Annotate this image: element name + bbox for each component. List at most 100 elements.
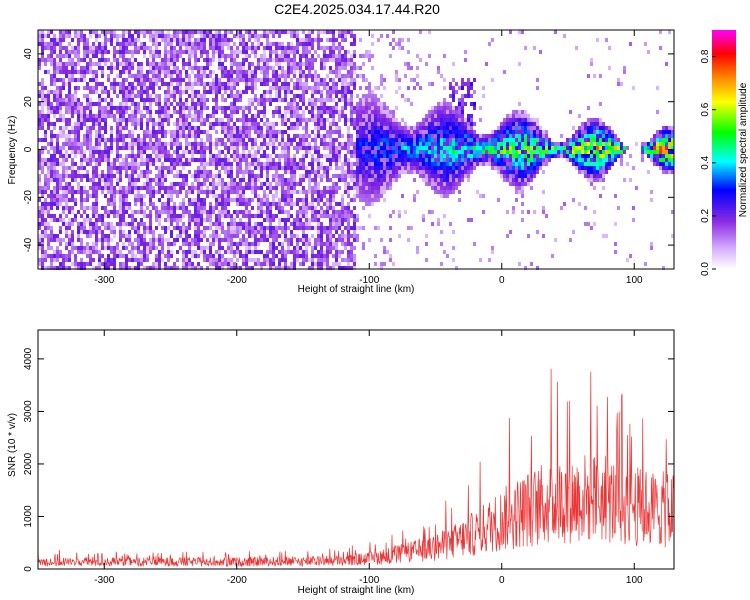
spectrogram-cell (227, 106, 230, 110)
spectrogram-cell (248, 178, 251, 182)
spectrogram-cell (56, 38, 59, 42)
spectrogram-cell (95, 142, 98, 146)
spectrogram-cell (122, 58, 125, 62)
spectrogram-cell (242, 46, 245, 50)
spectrogram-cell (239, 30, 242, 34)
spectrogram-cell (380, 74, 383, 78)
spectrogram-cell (158, 254, 161, 258)
spectrogram-cell (383, 198, 386, 202)
spectrogram-cell (98, 214, 101, 218)
spectrogram-cell (146, 146, 149, 150)
spectrogram-cell (146, 118, 149, 122)
spectrogram-cell (320, 234, 323, 238)
spectrogram-cell (230, 46, 233, 50)
spectrogram-cell (248, 122, 251, 126)
spectrogram-cell (176, 250, 179, 254)
spectrogram-cell (305, 82, 308, 86)
spectrogram-cell (50, 194, 53, 198)
spectrogram-cell (146, 58, 149, 62)
spectrogram-cell (107, 138, 110, 142)
spectrogram-cell (134, 266, 137, 270)
spectrogram-cell (326, 262, 329, 266)
spectrogram-cell (407, 86, 410, 90)
spectrogram-cell (341, 38, 344, 42)
spectrogram-cell (383, 190, 386, 194)
spectrogram-cell (404, 74, 407, 78)
spectrogram-cell (347, 258, 350, 262)
spectrogram-cell (137, 166, 140, 170)
spectrogram-cell (203, 46, 206, 50)
spectrogram-cell (146, 162, 149, 166)
spectrogram-cell (398, 126, 401, 130)
spectrogram-cell (269, 230, 272, 234)
spectrogram-cell (56, 42, 59, 46)
spectrogram-cell (173, 110, 176, 114)
spectrogram-cell (191, 186, 194, 190)
spectrogram-cell (299, 162, 302, 166)
spectrogram-cell (257, 202, 260, 206)
spectrogram-cell (260, 238, 263, 242)
spectrogram-cell (266, 206, 269, 210)
spectrogram-cell (152, 78, 155, 82)
spectrogram-cell (374, 94, 377, 98)
spectrogram-cell (110, 130, 113, 134)
spectrogram-cell (146, 186, 149, 190)
spectrogram-cell (161, 226, 164, 230)
spectrogram-cell (155, 266, 158, 270)
spectrogram-cell (98, 230, 101, 234)
spectrogram-cell (68, 58, 71, 62)
spectrogram-cell (338, 166, 341, 170)
spectrogram-cell (275, 254, 278, 258)
spectrogram-cell (353, 82, 356, 86)
spectrogram-cell (221, 118, 224, 122)
spectrogram-cell (338, 126, 341, 130)
spectrogram-cell (233, 218, 236, 222)
spectrogram-cell (317, 118, 320, 122)
spectrogram-cell (227, 162, 230, 166)
spectrogram-cell (86, 42, 89, 46)
spectrogram-cell (41, 110, 44, 114)
spectrogram-cell (104, 150, 107, 154)
spectrogram-cell (239, 178, 242, 182)
spectrogram-cell (248, 214, 251, 218)
spectrogram-cell (212, 154, 215, 158)
spectrogram-cell (200, 50, 203, 54)
spectrogram-cell (209, 174, 212, 178)
spectrogram-cell (149, 218, 152, 222)
spectrogram-cell (59, 102, 62, 106)
spectrogram-cell (329, 162, 332, 166)
spectrogram-cell (83, 78, 86, 82)
spectrogram-cell (71, 158, 74, 162)
spectrogram-cell (122, 94, 125, 98)
spectrogram-cell (116, 250, 119, 254)
spectrogram-cell (266, 118, 269, 122)
spectrogram-cell (290, 162, 293, 166)
spectrogram-cell (248, 74, 251, 78)
spectrogram-cell (104, 262, 107, 266)
spectrogram-cell (191, 182, 194, 186)
spectrogram-cell (182, 114, 185, 118)
spectrogram-cell (353, 194, 356, 198)
spectrogram-cell (167, 86, 170, 90)
spectrogram-cell (269, 102, 272, 106)
spectrogram-cell (89, 78, 92, 82)
spectrogram-cell (62, 30, 65, 34)
spectrogram-cell (332, 58, 335, 62)
spectrogram-cell (251, 214, 254, 218)
spectrogram-cell (206, 130, 209, 134)
spectrogram-cell (224, 66, 227, 70)
spectrogram-cell (287, 250, 290, 254)
spectrogram-cell (41, 82, 44, 86)
spectrogram-cell (266, 218, 269, 222)
spectrogram-cell (188, 186, 191, 190)
spectrogram-cell (386, 114, 389, 118)
spectrogram-cell (95, 250, 98, 254)
spectrogram-cell (164, 62, 167, 66)
spectrogram-cell (98, 50, 101, 54)
spectrogram-cell (359, 142, 362, 146)
spectrogram-cell (197, 98, 200, 102)
spectrogram-cell (230, 162, 233, 166)
spectrogram-cell (383, 142, 386, 146)
spectrogram-cell (398, 210, 401, 214)
spectrogram-cell (287, 218, 290, 222)
